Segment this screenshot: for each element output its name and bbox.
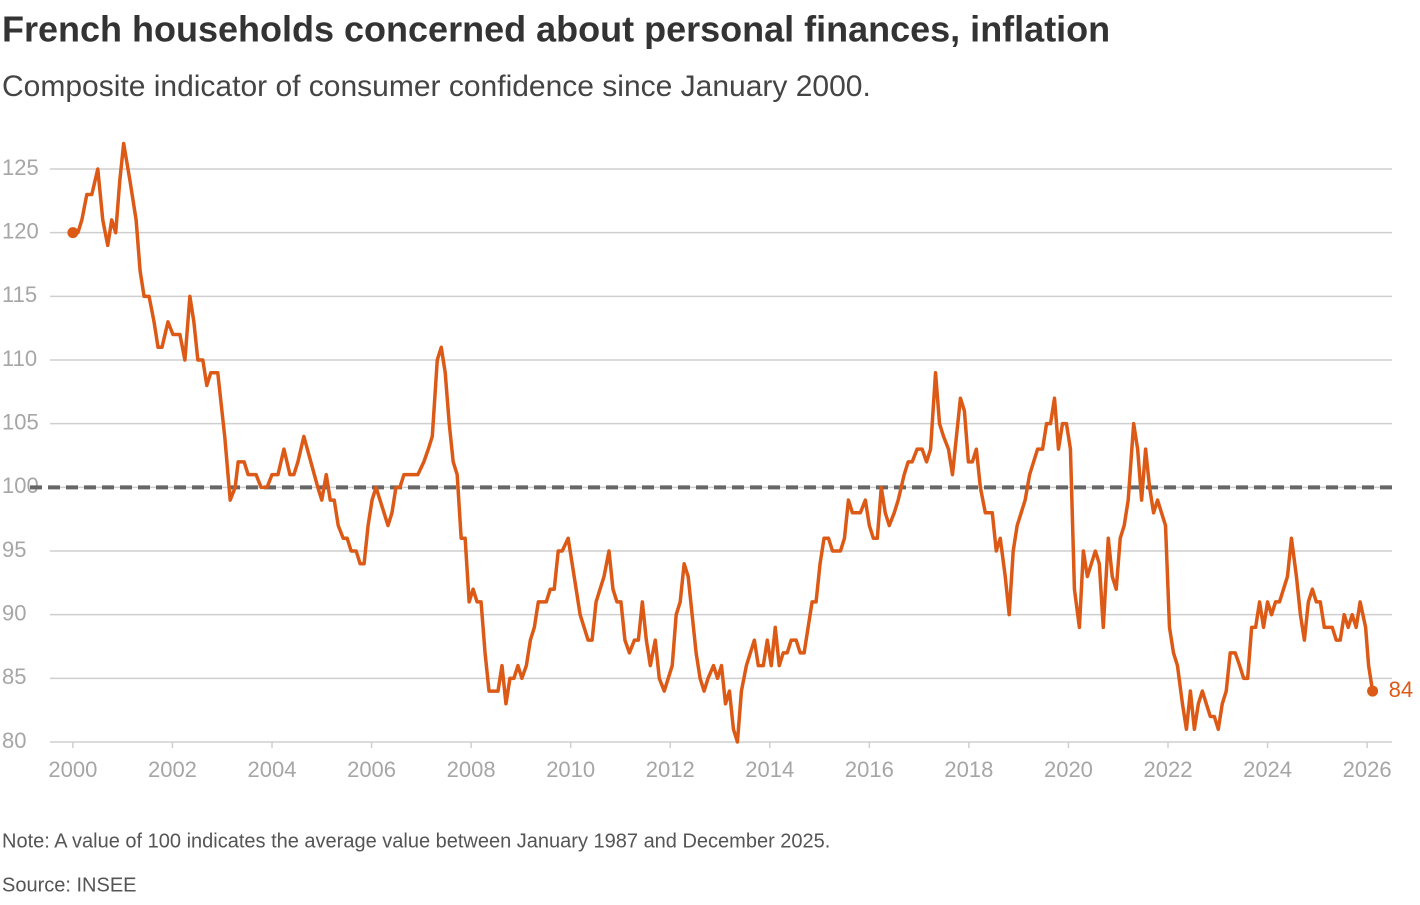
y-tick-label: 85 bbox=[2, 664, 26, 689]
x-tick-label: 2002 bbox=[148, 757, 197, 782]
y-tick-label: 105 bbox=[2, 409, 39, 434]
x-tick-label: 2018 bbox=[944, 757, 993, 782]
x-tick-label: 2010 bbox=[546, 757, 595, 782]
x-tick-label: 2024 bbox=[1243, 757, 1292, 782]
y-tick-label: 95 bbox=[2, 537, 26, 562]
x-tick-label: 2026 bbox=[1343, 757, 1392, 782]
x-tick-label: 2012 bbox=[646, 757, 695, 782]
y-tick-label: 80 bbox=[2, 728, 26, 753]
y-tick-label: 115 bbox=[2, 282, 37, 307]
data-line bbox=[72, 141, 1375, 744]
x-tick-label: 2006 bbox=[347, 757, 396, 782]
x-tick-label: 2022 bbox=[1144, 757, 1193, 782]
x-tick-label: 2000 bbox=[48, 757, 97, 782]
y-tick-label: 125 bbox=[2, 155, 39, 180]
chart-source: Source: INSEE bbox=[2, 874, 137, 896]
x-tick-label: 2008 bbox=[447, 757, 496, 782]
x-tick-label: 2020 bbox=[1044, 757, 1093, 782]
chart-subtitle: Composite indicator of consumer confiden… bbox=[2, 70, 871, 103]
y-tick-label: 120 bbox=[2, 218, 39, 243]
end-dot bbox=[67, 227, 79, 239]
x-tick-label: 2004 bbox=[248, 757, 297, 782]
chart-title: French households concerned about person… bbox=[2, 9, 1110, 50]
y-tick-label: 110 bbox=[2, 346, 37, 371]
end-dot bbox=[1367, 685, 1379, 697]
chart-note: Note: A value of 100 indicates the avera… bbox=[2, 830, 830, 852]
y-tick-label: 90 bbox=[2, 600, 26, 625]
x-tick-label: 2016 bbox=[845, 757, 894, 782]
x-tick-label: 2014 bbox=[745, 757, 794, 782]
end-value-label: 84 bbox=[1389, 677, 1413, 702]
